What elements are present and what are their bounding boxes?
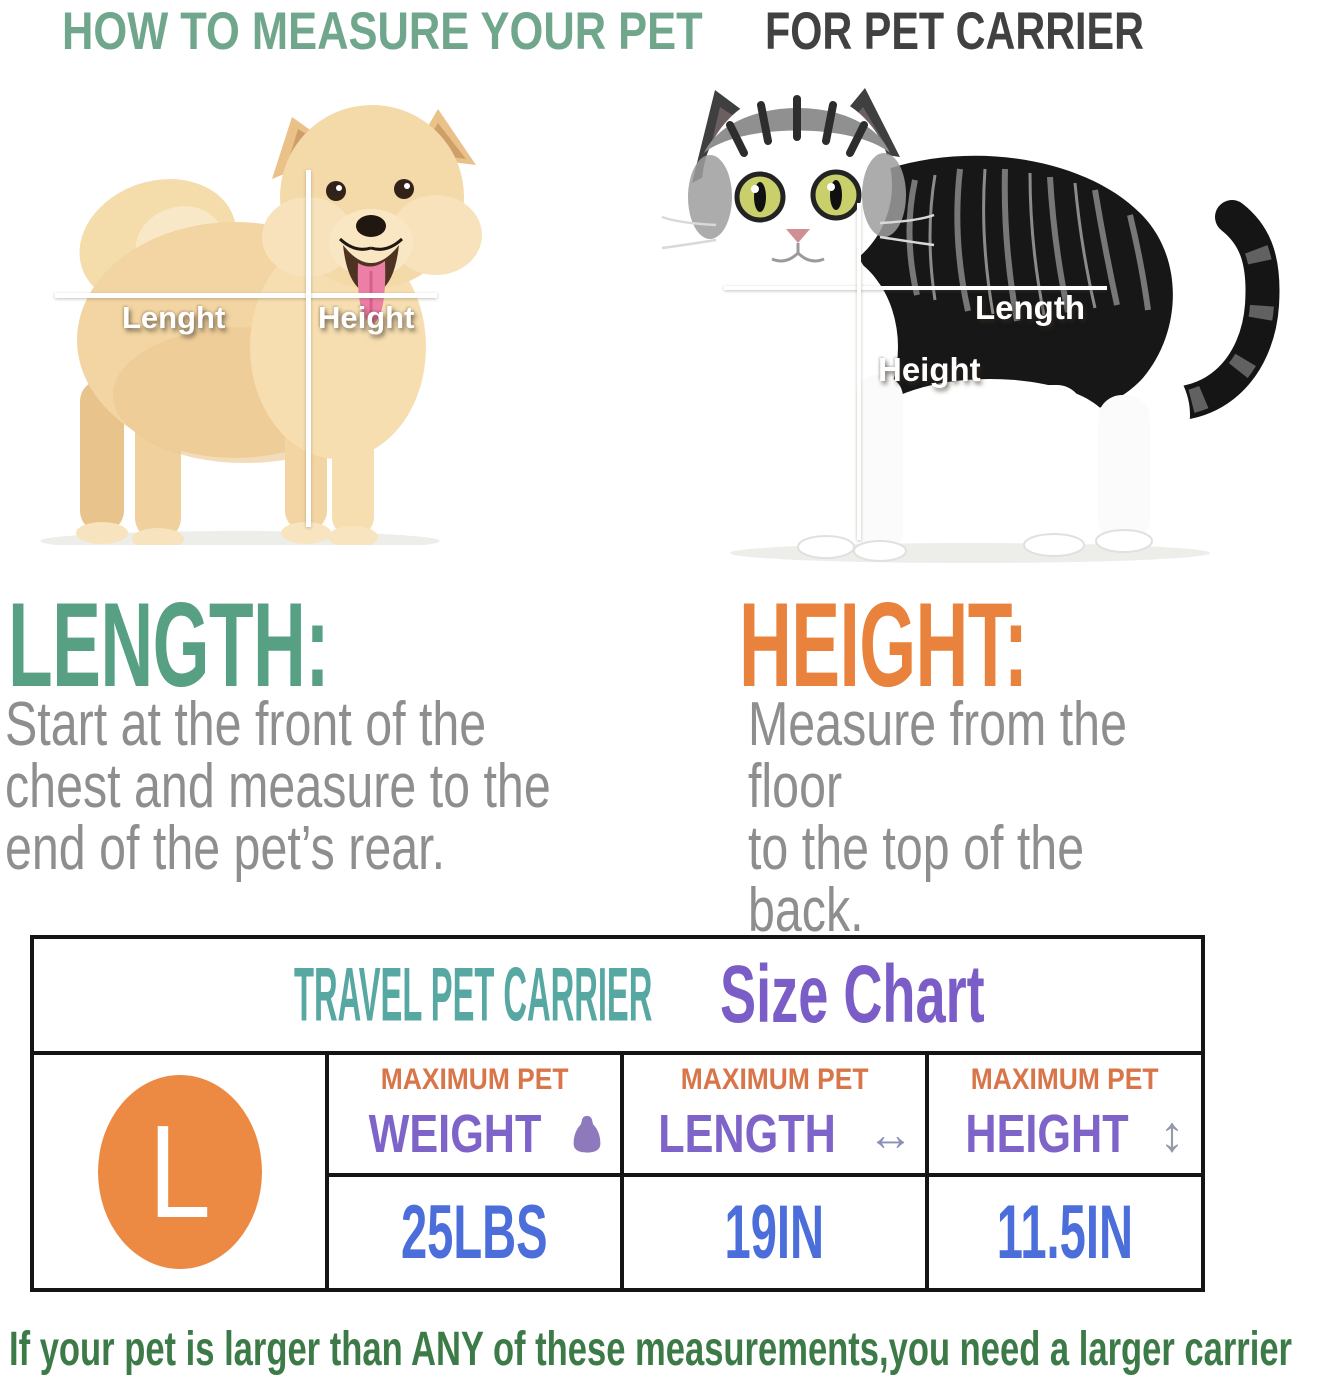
cat-length-label: Length bbox=[975, 289, 1085, 326]
size-chart-table: TRAVEL PET CARRIER Size Chart L MAXIMUM … bbox=[30, 935, 1205, 1292]
page-subtitle: FOR PET CARRIER bbox=[765, 2, 1144, 61]
height-column-header: MAXIMUM PET HEIGHT ↕ bbox=[925, 1055, 1201, 1173]
length-column-header: MAXIMUM PET LENGTH ↔ bbox=[620, 1055, 925, 1173]
length-eyebrow: MAXIMUM PET bbox=[680, 1063, 869, 1096]
footer-note: If your pet is larger than ANY of these … bbox=[9, 1323, 1293, 1376]
pet-weight-icon bbox=[574, 1115, 601, 1153]
length-label: LENGTH bbox=[657, 1104, 836, 1164]
weight-value-cell: 25LBS bbox=[325, 1173, 620, 1288]
length-value: 19IN bbox=[724, 1190, 825, 1275]
size-row-badge-cell: L bbox=[34, 1055, 325, 1288]
size-badge: L bbox=[97, 1074, 262, 1269]
cat-length-line bbox=[724, 286, 1107, 290]
height-value-cell: 11.5IN bbox=[925, 1173, 1201, 1288]
length-value-cell: 19IN bbox=[620, 1173, 925, 1288]
height-section-body: Measure from the floor to the top of the… bbox=[748, 690, 1127, 945]
dog-figure: Lenght Height bbox=[40, 95, 600, 551]
page-title: HOW TO MEASURE YOUR PET bbox=[62, 2, 703, 61]
weight-column-header: MAXIMUM PET WEIGHT bbox=[325, 1055, 620, 1173]
dog-length-label: Lenght bbox=[122, 300, 226, 335]
size-chart-brand: TRAVEL PET CARRIER bbox=[294, 952, 653, 1038]
size-chart-header: TRAVEL PET CARRIER Size Chart bbox=[34, 939, 1201, 1055]
length-section-body: Start at the front of the chest and meas… bbox=[5, 690, 551, 883]
size-badge-letter: L bbox=[148, 1097, 211, 1245]
cat-height-line bbox=[857, 203, 861, 540]
horizontal-double-arrow-icon: ↔ bbox=[867, 1108, 914, 1160]
weight-eyebrow: MAXIMUM PET bbox=[380, 1063, 569, 1096]
cat-figure: Length Height bbox=[660, 85, 1290, 565]
size-chart-title: Size Chart bbox=[720, 949, 985, 1040]
height-label: HEIGHT bbox=[965, 1104, 1130, 1164]
dog-height-line bbox=[306, 170, 311, 527]
dog-photo bbox=[40, 105, 482, 551]
height-section-heading: HEIGHT: bbox=[739, 578, 1028, 712]
height-value: 11.5IN bbox=[996, 1190, 1134, 1275]
weight-value: 25LBS bbox=[401, 1190, 548, 1275]
cat-height-label: Height bbox=[878, 351, 981, 388]
size-chart-body: L MAXIMUM PET WEIGHT MAXIMUM PET LENGTH … bbox=[34, 1055, 1201, 1288]
length-section-heading: LENGTH: bbox=[8, 578, 330, 712]
weight-label: WEIGHT bbox=[368, 1104, 541, 1164]
dog-height-label: Height bbox=[318, 300, 415, 335]
height-eyebrow: MAXIMUM PET bbox=[971, 1063, 1159, 1096]
dog-length-line bbox=[55, 293, 437, 298]
vertical-double-arrow-icon: ↕ bbox=[1159, 1106, 1185, 1162]
